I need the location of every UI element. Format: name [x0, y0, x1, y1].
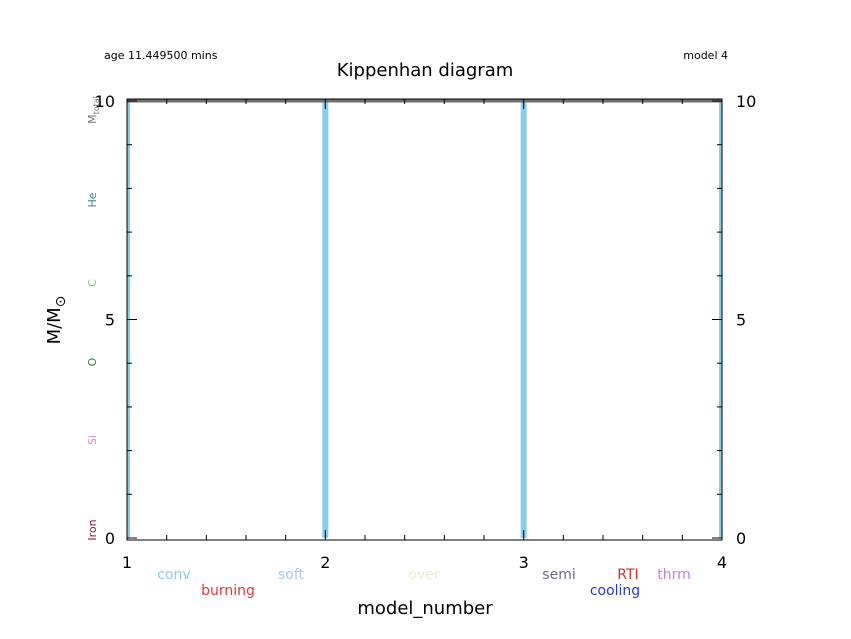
legend-semi: semi	[542, 567, 575, 583]
legend-burning: burning	[201, 583, 255, 599]
conv-bar-3	[520, 101, 527, 538]
abundance-label-o: O	[86, 357, 99, 366]
abundance-label-text: Iron	[86, 519, 99, 540]
plot-frame	[126, 98, 723, 541]
legend-thrm: thrm	[657, 567, 691, 583]
model-label: model 4	[683, 49, 728, 62]
abundance-label-text: Si	[86, 435, 99, 445]
legend-over: over	[408, 567, 439, 583]
x-tick-label-1: 1	[122, 553, 132, 572]
y-tick-label-right-5: 5	[736, 311, 746, 330]
abundance-label-he: He	[86, 192, 99, 207]
svg-text:M/M⊙: M/M⊙	[44, 296, 69, 345]
age-label: age 11.449500 mins	[104, 49, 218, 62]
legend-cooling: cooling	[590, 583, 640, 599]
conv-bar-2	[322, 101, 329, 538]
legend-soft: soft	[278, 567, 305, 583]
abundance-label-c: C	[86, 279, 99, 287]
abundance-label-iron: Iron	[86, 519, 99, 540]
y-tick-label-right-0: 0	[736, 529, 746, 548]
total-mass-label-text: Mtotal	[86, 96, 101, 124]
y-tick-label-left-0: 0	[105, 529, 115, 548]
abundance-label-text: O	[86, 357, 99, 366]
total-mass-label: Mtotal	[86, 96, 101, 124]
sun-symbol: ⊙	[53, 296, 69, 308]
chart-title: Kippenhan diagram	[337, 60, 514, 81]
x-axis-label: model_number	[357, 598, 493, 619]
x-tick-label-2: 2	[320, 553, 330, 572]
abundance-label-text: He	[86, 192, 99, 207]
x-tick-label-4: 4	[717, 553, 727, 572]
x-tick-label-3: 3	[519, 553, 529, 572]
legend-rti: RTI	[617, 567, 638, 583]
y-tick-label-left-5: 5	[105, 311, 115, 330]
legend-conv: conv	[157, 567, 190, 583]
y-tick-label-right-10: 10	[736, 92, 756, 111]
abundance-label-text: C	[86, 279, 99, 287]
abundance-label-si: Si	[86, 435, 99, 445]
y-axis-label-text: M/M	[44, 307, 65, 344]
y-tick-label-left-10: 10	[95, 92, 115, 111]
y-axis-label: M/M⊙	[44, 296, 69, 345]
